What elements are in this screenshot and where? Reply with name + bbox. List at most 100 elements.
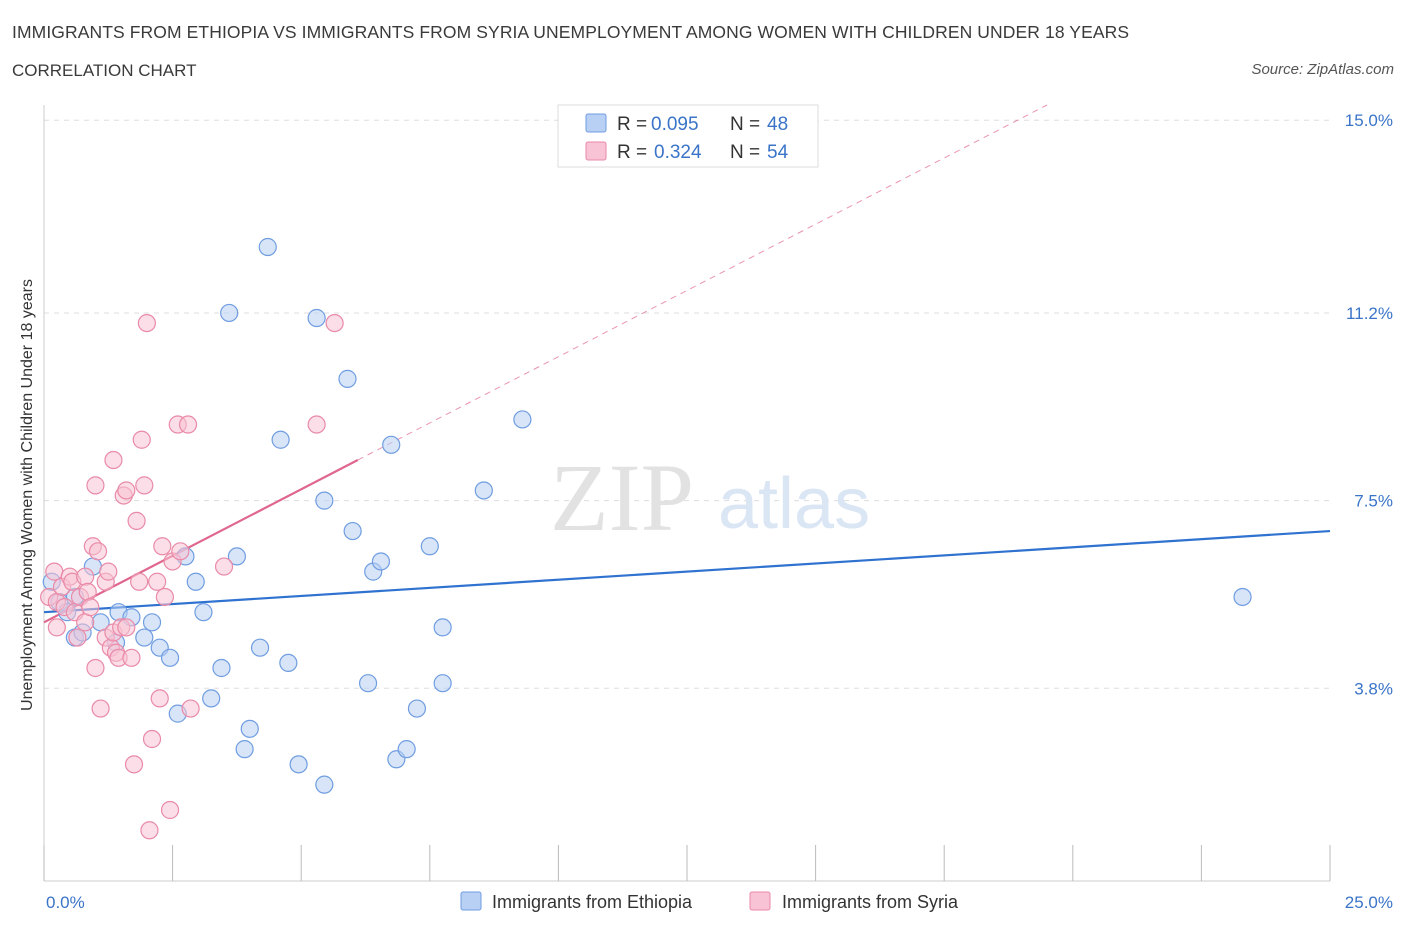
legend-n-label-ethiopia: N =	[730, 114, 760, 135]
axes-layer	[43, 105, 1331, 882]
data-point-syria	[76, 567, 95, 586]
data-point-syria	[104, 450, 123, 470]
data-point-syria	[181, 699, 200, 718]
data-point-ethiopia	[220, 303, 239, 323]
data-point-syria	[117, 618, 136, 637]
x-tick-label: 25.0%	[1345, 893, 1393, 912]
legend-r-value-syria: 0.324	[654, 142, 702, 163]
legend-r-value-ethiopia: 0.095	[651, 114, 699, 135]
data-point-ethiopia	[142, 613, 162, 632]
legend-n-value-syria: 54	[767, 142, 789, 163]
data-point-syria	[124, 755, 144, 774]
data-point-ethiopia	[258, 237, 277, 257]
data-point-ethiopia	[407, 699, 427, 718]
data-point-ethiopia	[420, 537, 439, 556]
data-point-syria	[150, 689, 169, 708]
data-point-syria	[171, 542, 190, 561]
data-point-syria	[88, 542, 108, 561]
legend-swatch-syria	[585, 141, 607, 161]
data-point-syria	[68, 628, 87, 647]
data-point-syria	[135, 476, 154, 495]
data-point-syria	[130, 572, 149, 591]
data-point-syria	[142, 729, 162, 749]
watermark: ZIP atlas	[550, 444, 870, 551]
trend-extension-syria	[357, 104, 1048, 461]
data-point-ethiopia	[289, 755, 308, 774]
watermark-zip: ZIP	[550, 444, 694, 551]
chart-title: IMMIGRANTS FROM ETHIOPIA VS IMMIGRANTS F…	[12, 22, 1130, 42]
data-point-ethiopia	[235, 740, 254, 759]
data-point-ethiopia	[186, 572, 205, 591]
data-point-syria	[122, 648, 141, 667]
data-point-ethiopia	[227, 547, 246, 566]
x-tick-label: 0.0%	[46, 893, 85, 912]
data-point-ethiopia	[371, 552, 391, 571]
data-point-ethiopia	[513, 410, 532, 429]
data-point-ethiopia	[1233, 587, 1252, 607]
trend-line-ethiopia	[43, 529, 1331, 614]
legend-bottom-label-ethiopia: Immigrants from Ethiopia	[492, 892, 693, 912]
data-point-ethiopia	[315, 775, 334, 794]
trend-layer	[43, 104, 1331, 624]
data-point-ethiopia	[474, 481, 493, 500]
legend-r-label-syria: R =	[617, 142, 647, 163]
data-point-syria	[76, 613, 95, 632]
data-point-ethiopia	[135, 628, 154, 647]
legend-r-label-ethiopia: R =	[617, 114, 647, 135]
points-layer	[40, 237, 1252, 840]
tick-labels: 3.8% 7.5% 11.2% 15.0% 0.0% 25.0%	[46, 111, 1393, 912]
legend-n-value-ethiopia: 48	[767, 114, 788, 135]
data-point-ethiopia	[315, 491, 334, 510]
data-point-syria	[132, 430, 151, 449]
data-point-syria	[45, 562, 64, 581]
data-point-ethiopia	[433, 674, 452, 693]
legend-n-label-syria: N =	[730, 142, 760, 163]
y-tick-label: 7.5%	[1354, 492, 1393, 511]
data-point-syria	[117, 481, 136, 500]
data-point-ethiopia	[307, 308, 326, 328]
data-point-ethiopia	[382, 435, 401, 454]
data-point-ethiopia	[212, 658, 231, 678]
data-point-ethiopia	[279, 653, 298, 673]
trend-line-syria	[43, 459, 359, 624]
data-point-syria	[137, 313, 156, 333]
source-credit: Source: ZipAtlas.com	[1251, 61, 1394, 78]
data-point-syria	[178, 415, 198, 434]
data-point-syria	[140, 821, 159, 840]
data-point-ethiopia	[338, 369, 357, 388]
data-point-ethiopia	[202, 689, 221, 708]
data-point-syria	[78, 582, 97, 602]
data-point-ethiopia	[397, 740, 416, 759]
data-point-syria	[91, 699, 110, 718]
legend-bottom: Immigrants from Ethiopia Immigrants from…	[460, 891, 959, 912]
y-tick-label: 11.2%	[1346, 304, 1393, 323]
data-point-syria	[307, 415, 326, 434]
legend-bottom-swatch-syria	[749, 891, 771, 911]
legend-bottom-swatch-ethiopia	[460, 891, 482, 911]
data-point-syria	[148, 572, 167, 591]
y-tick-label: 3.8%	[1354, 679, 1393, 698]
grid-layer	[44, 119, 1332, 689]
data-point-syria	[153, 537, 172, 556]
data-point-syria	[81, 598, 100, 617]
data-point-ethiopia	[250, 638, 270, 657]
data-point-syria	[325, 313, 344, 333]
data-point-ethiopia	[271, 430, 290, 449]
data-point-syria	[155, 587, 174, 607]
legend-top: R = 0.095 N = 48 R = 0.324 N = 54	[557, 104, 819, 168]
y-tick-label: 15.0%	[1345, 111, 1393, 130]
data-point-syria	[86, 658, 105, 678]
data-point-ethiopia	[160, 648, 180, 667]
data-point-ethiopia	[343, 521, 362, 541]
data-point-syria	[127, 511, 146, 530]
chart-subtitle: CORRELATION CHART	[12, 61, 197, 80]
data-point-ethiopia	[433, 618, 452, 637]
data-point-ethiopia	[358, 674, 378, 693]
data-point-syria	[86, 476, 105, 495]
legend-bottom-label-syria: Immigrants from Syria	[782, 892, 959, 912]
data-point-syria	[214, 557, 234, 576]
legend-swatch-ethiopia	[585, 113, 607, 133]
data-point-ethiopia	[240, 719, 259, 738]
data-point-syria	[47, 618, 66, 637]
